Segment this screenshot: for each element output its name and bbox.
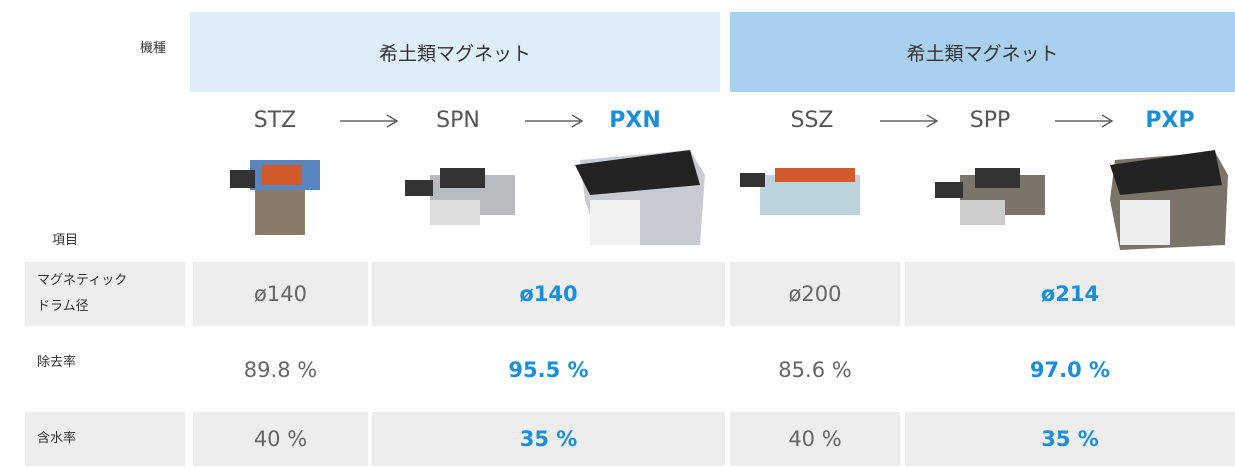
row-label-line: マグネティック xyxy=(37,273,128,288)
row-label-line: ドラム径 xyxy=(37,299,89,314)
cell: ø140 xyxy=(193,262,368,326)
arrows xyxy=(340,114,1114,128)
cell: 95.5 % xyxy=(508,358,589,382)
model-name: PXN xyxy=(609,108,661,133)
cell: 40 % xyxy=(730,412,900,466)
cell: 35 % xyxy=(372,412,725,466)
model-name: SSZ xyxy=(790,108,834,133)
header-label: 機種 xyxy=(140,41,167,56)
row-label: マグネティック ドラム径 xyxy=(25,262,185,326)
illustrations xyxy=(230,114,1228,250)
group-header: 希土類マグネット xyxy=(730,12,1235,92)
row-label: 含水率 xyxy=(25,412,185,466)
item-label: 項目 xyxy=(52,233,79,248)
row-label: 除去率 xyxy=(37,355,77,370)
cell: 35 % xyxy=(905,412,1235,466)
machine-images xyxy=(230,150,1228,250)
cell: 89.8 % xyxy=(243,358,318,382)
model-name: SPP xyxy=(969,108,1011,133)
cell: ø214 xyxy=(905,262,1235,326)
model-name: PXP xyxy=(1145,108,1195,133)
cell: 85.6 % xyxy=(778,358,852,382)
model-name: STZ xyxy=(253,108,297,133)
cell: 40 % xyxy=(193,412,368,466)
cell: ø140 xyxy=(372,262,725,326)
cell: ø200 xyxy=(730,262,900,326)
group-header: 希土類マグネット xyxy=(190,12,720,92)
row-label-line: 含水率 xyxy=(37,431,77,446)
model-name: SPN xyxy=(436,108,480,133)
cell: 97.0 % xyxy=(1029,358,1111,382)
